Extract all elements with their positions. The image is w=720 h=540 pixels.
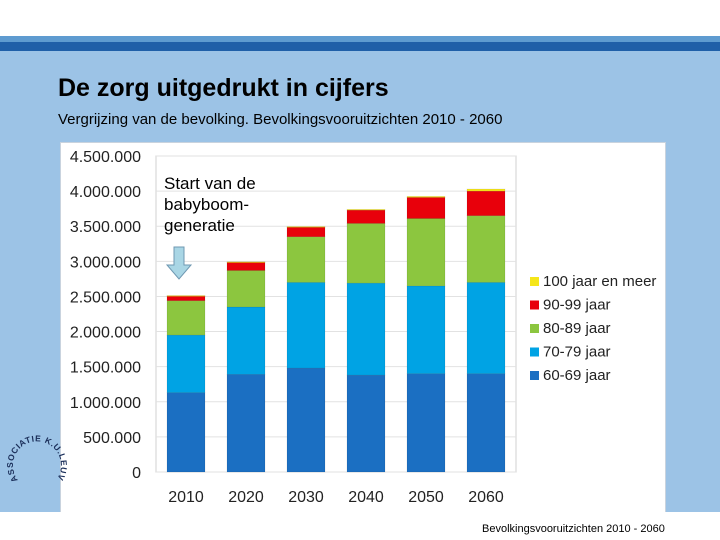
bar-segment-2060-90-99-jaar — [466, 190, 506, 216]
bar-segment-2060-70-79-jaar — [466, 282, 506, 374]
bar-segment-2020-70-79-jaar — [226, 306, 266, 375]
stacked-bar-chart: 0 500.000 1.000.000 1.500.000 2.000.000 2.500… — [70, 149, 657, 506]
legend-label: 70-79 jaar — [543, 344, 611, 361]
bar-segment-2010-70-79-jaar — [166, 334, 206, 393]
bar-segment-2020-60-69-jaar — [226, 374, 266, 473]
legend-swatch — [530, 371, 539, 380]
bar-segment-2060-100-jaar-en-meer — [466, 188, 506, 192]
bar-segment-2020-90-99-jaar — [226, 261, 266, 271]
bar-segment-2030-60-69-jaar — [286, 367, 326, 473]
legend-swatch — [530, 300, 539, 310]
y-tick-label: 1.500.000 — [70, 360, 141, 377]
page-title: De zorg uitgedrukt in cijfers — [58, 74, 389, 102]
header-stripe-light — [0, 36, 720, 42]
x-tick-label: 2060 — [468, 489, 504, 506]
plot-area — [155, 155, 517, 473]
bar-segment-2040-70-79-jaar — [346, 282, 386, 376]
chart-frame: 0 500.000 1.000.000 1.500.000 2.000.000 2.500… — [60, 142, 666, 514]
bar-segment-2050-100-jaar-en-meer — [406, 196, 446, 198]
bar-segment-2060-80-89-jaar — [466, 215, 506, 283]
bar-segment-2050-70-79-jaar — [406, 285, 446, 374]
bar-segment-2030-80-89-jaar — [286, 236, 326, 283]
header-band — [0, 0, 720, 36]
legend-swatch — [530, 324, 539, 333]
legend-label: 100 jaar en meer — [543, 273, 656, 290]
x-tick-label: 2010 — [168, 489, 204, 506]
bar-segment-2040-90-99-jaar — [346, 209, 386, 224]
x-tick-label: 2040 — [348, 489, 384, 506]
svg-text:ASSOCIATIE K.U.LEUVEN: ASSOCIATIE K.U.LEUVEN — [4, 410, 69, 484]
annotation-line-1: Start van de — [164, 174, 256, 193]
legend-label: 80-89 jaar — [543, 320, 611, 337]
bar-segment-2010-100-jaar-en-meer — [166, 295, 206, 297]
y-tick-label: 4.500.000 — [70, 149, 141, 166]
y-tick-label: 4.000.000 — [70, 184, 141, 201]
annotation-line-2: babyboom- — [164, 195, 249, 214]
legend-label: 90-99 jaar — [543, 297, 611, 314]
bar-segment-2030-90-99-jaar — [286, 226, 326, 238]
bar-segment-2010-80-89-jaar — [166, 300, 206, 336]
y-tick-label: 2.000.000 — [70, 325, 141, 342]
bar-segment-2040-100-jaar-en-meer — [346, 209, 386, 211]
annotation-arrow-icon — [165, 246, 193, 280]
legend-label: 60-69 jaar — [543, 367, 611, 384]
bar-segment-2010-60-69-jaar — [166, 392, 206, 473]
legend-swatch — [530, 347, 539, 357]
bar-segment-2060-60-69-jaar — [466, 373, 506, 473]
legend-swatch — [530, 277, 539, 286]
page-subtitle: Vergrijzing van de bevolking. Bevolkings… — [58, 111, 503, 128]
x-tick-label: 2030 — [288, 489, 324, 506]
y-tick-label: 0 — [132, 465, 141, 482]
bar-segment-2040-80-89-jaar — [346, 223, 386, 284]
bar-segment-2050-80-89-jaar — [406, 218, 446, 287]
footer-caption: Bevolkingsvooruitzichten 2010 - 2060 — [480, 523, 667, 535]
y-tick-label: 2.500.000 — [70, 289, 141, 306]
annotation-line-3: generatie — [164, 216, 235, 235]
bar-segment-2050-60-69-jaar — [406, 373, 446, 473]
header-stripe-dark — [0, 42, 720, 51]
bar-segment-2020-80-89-jaar — [226, 270, 266, 308]
bar-segment-2040-60-69-jaar — [346, 374, 386, 473]
y-tick-label: 500.000 — [83, 430, 141, 447]
y-tick-label: 1.000.000 — [70, 395, 141, 412]
bar-segment-2030-100-jaar-en-meer — [286, 226, 326, 228]
x-tick-label: 2050 — [408, 489, 444, 506]
y-tick-label: 3.000.000 — [70, 254, 141, 271]
bar-segment-2050-90-99-jaar — [406, 197, 446, 219]
bar-segment-2020-100-jaar-en-meer — [226, 261, 266, 263]
x-tick-label: 2020 — [228, 489, 264, 506]
bar-segment-2030-70-79-jaar — [286, 282, 326, 369]
y-tick-label: 3.500.000 — [70, 219, 141, 236]
kuleuven-association-logo: ASSOCIATIE K.U.LEUVEN — [4, 410, 69, 484]
